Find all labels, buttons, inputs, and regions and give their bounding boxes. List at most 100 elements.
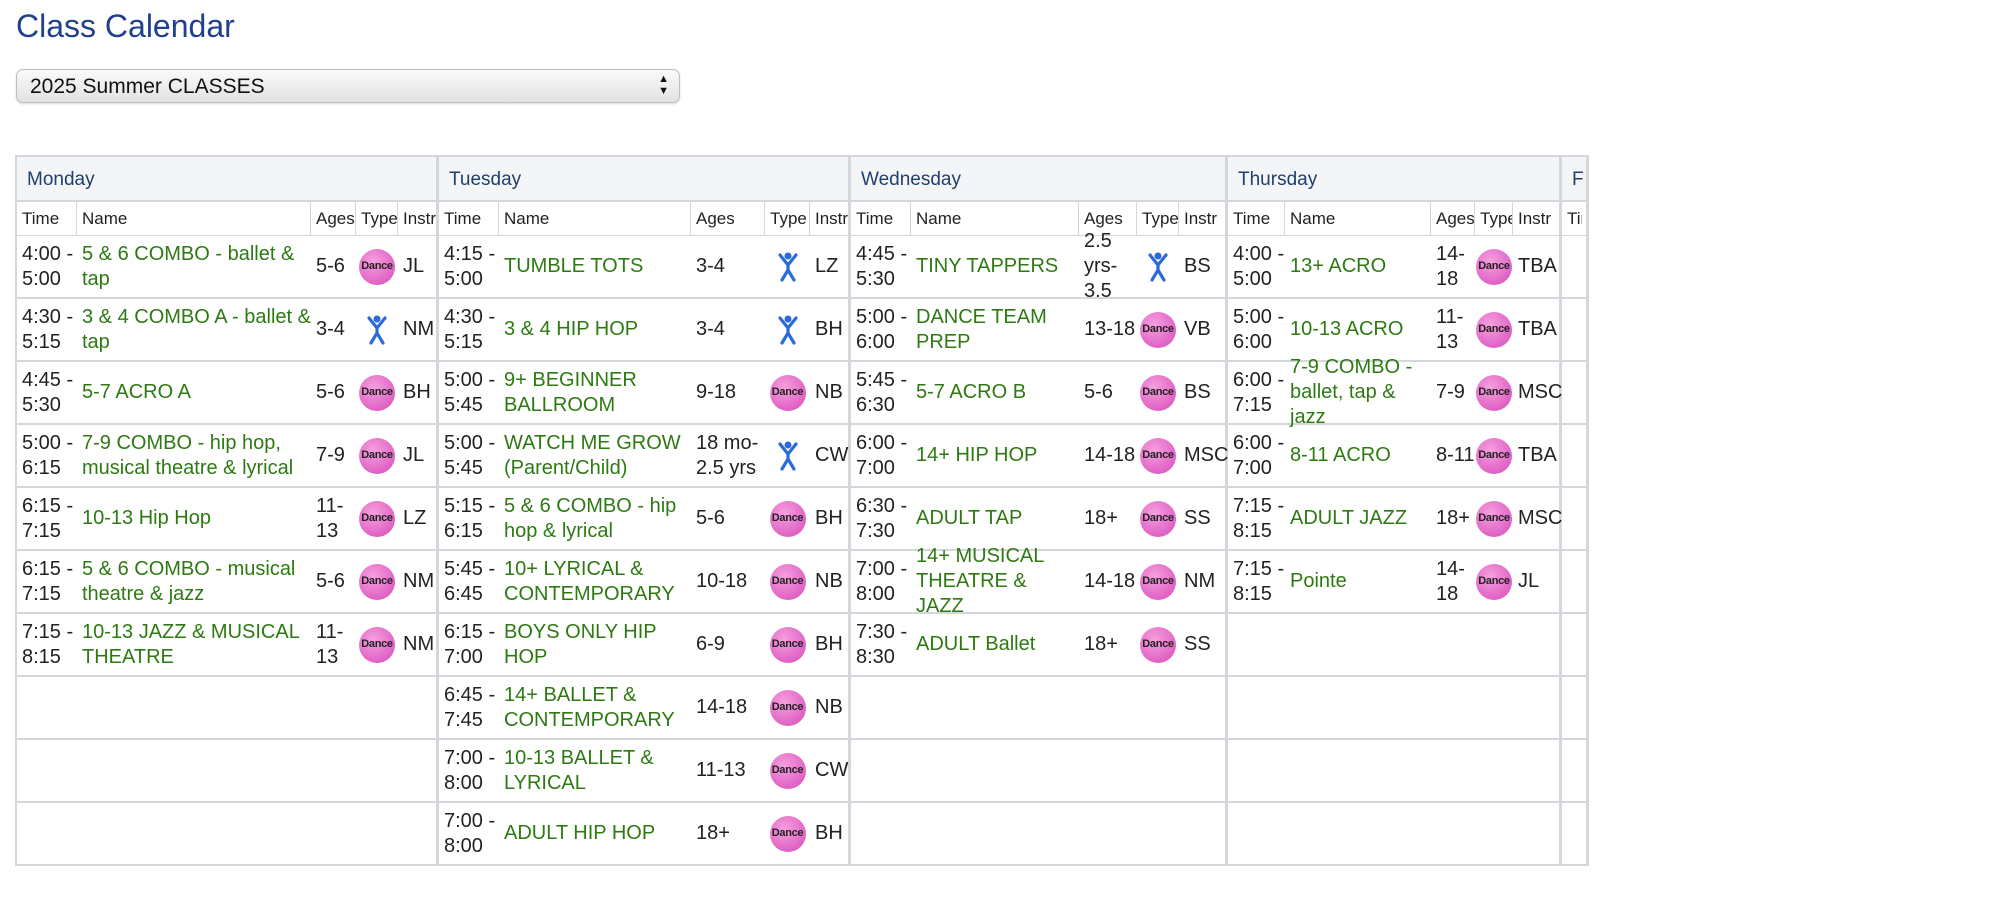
column-header-time: Time [439, 202, 499, 235]
dance-icon: Dance [1476, 248, 1512, 285]
class-row: 6:15 - 7:00 BOYS ONLY HIP HOP 6-9 Dance BH [439, 614, 848, 677]
dance-icon-label: Dance [361, 260, 393, 272]
class-instr: CW [815, 759, 849, 781]
cell-name[interactable]: 9+ BEGINNER BALLROOM [499, 362, 691, 423]
class-instr: SS [1184, 633, 1211, 655]
cell-time [1228, 740, 1285, 801]
cell-time: 5:00 - 6:15 [17, 425, 77, 486]
class-row: 5:00 - 6:00 DANCE TEAM PREP 13-18 Dance VB [851, 299, 1225, 362]
class-ages: 5-6 [316, 570, 345, 592]
class-time: 7:15 - 8:15 [1233, 557, 1285, 605]
class-time: 7:15 - 8:15 [22, 620, 74, 668]
cell-instr: NB [810, 677, 848, 738]
cell-name[interactable]: 10-13 ACRO [1285, 299, 1431, 360]
cell-instr [1513, 677, 1559, 738]
cell-instr: BH [810, 299, 848, 360]
class-row [17, 740, 436, 803]
cell-name[interactable]: ADULT HIP HOP [499, 803, 691, 864]
class-time: 7:00 - 8:00 [444, 809, 496, 857]
cell-name[interactable]: 10-13 BALLET & LYRICAL [499, 740, 691, 801]
class-ages: 2.5 yrs-3.5 [1084, 230, 1118, 302]
cell-ages: 11-13 [311, 488, 356, 549]
cell-type: Dance [1475, 299, 1513, 360]
class-instr: NB [815, 381, 843, 403]
cell-type: Dance [765, 740, 810, 801]
cell-type: Dance [1137, 299, 1179, 360]
cell-instr: NB [810, 362, 848, 423]
cell-name[interactable]: 3 & 4 HIP HOP [499, 299, 691, 360]
cell-name[interactable]: 5-7 ACRO B [911, 362, 1079, 423]
class-instr: MSC [1518, 381, 1563, 403]
term-select[interactable]: 2025 Summer CLASSES ▲ ▼ [16, 69, 680, 103]
cell-name[interactable]: 13+ ACRO [1285, 236, 1431, 297]
cell-name[interactable]: 3 & 4 COMBO A - ballet & tap [77, 299, 311, 360]
cell-instr: TBA [1513, 236, 1559, 297]
cell-name[interactable]: 5-7 ACRO A [77, 362, 311, 423]
cell-name[interactable]: 5 & 6 COMBO - musical theatre & jazz [77, 551, 311, 612]
cell-name[interactable]: 5 & 6 COMBO - hip hop & lyrical [499, 488, 691, 549]
class-instr: NB [815, 696, 843, 718]
cell-ages: 18+ [1079, 488, 1137, 549]
cell-ages: 18+ [1079, 614, 1137, 675]
dance-icon-label: Dance [1478, 449, 1510, 461]
cell-name[interactable]: TUMBLE TOTS [499, 236, 691, 297]
class-instr: NM [403, 633, 435, 655]
cell-name[interactable]: 8-11 ACRO [1285, 425, 1431, 486]
cell-type [356, 740, 398, 801]
cell-name [77, 803, 311, 864]
cell-name[interactable]: 5 & 6 COMBO - ballet & tap [77, 236, 311, 297]
dance-icon: Dance [1476, 500, 1512, 537]
cell-time: 6:45 - 7:45 [439, 677, 499, 738]
cell-instr: NB [810, 551, 848, 612]
class-ages: 14-18 [1084, 444, 1136, 466]
cell-time: 6:00 - 7:15 [1228, 362, 1285, 423]
cell-name[interactable]: 10-13 JAZZ & MUSICAL THEATRE [77, 614, 311, 675]
cell-name[interactable]: 14+ HIP HOP [911, 425, 1079, 486]
cell-name[interactable]: 7-9 COMBO - hip hop, musical theatre & l… [77, 425, 311, 486]
cell-name[interactable]: ADULT JAZZ [1285, 488, 1431, 549]
cell-name[interactable]: 7-9 COMBO - ballet, tap & jazz [1285, 356, 1431, 428]
cell-name[interactable]: ADULT TAP [911, 488, 1079, 549]
cell-name[interactable]: 14+ BALLET & CONTEMPORARY [499, 677, 691, 738]
dance-icon: Dance [359, 563, 395, 600]
cell-type: Dance [356, 551, 398, 612]
class-row [1562, 614, 1586, 677]
column-header-name: Name [77, 202, 311, 235]
cell-time: 4:30 - 5:15 [439, 299, 499, 360]
cell-name[interactable]: 14+ MUSICAL THEATRE & JAZZ [911, 545, 1079, 617]
cell-name[interactable]: 10+ LYRICAL & CONTEMPORARY [499, 551, 691, 612]
cell-instr [1179, 740, 1225, 801]
cell-instr [1179, 677, 1225, 738]
cell-name[interactable]: WATCH ME GROW (Parent/Child) [499, 425, 691, 486]
dance-icon-label: Dance [361, 575, 393, 587]
class-time: 5:00 - 6:00 [856, 305, 908, 353]
cell-time [1562, 362, 1582, 423]
class-row [1562, 299, 1586, 362]
cell-name[interactable]: DANCE TEAM PREP [911, 299, 1079, 360]
select-arrows-icon: ▲ ▼ [658, 73, 669, 97]
dance-icon-label: Dance [361, 512, 393, 524]
cell-instr [1513, 614, 1559, 675]
dance-icon-label: Dance [1478, 260, 1510, 272]
class-ages: 7-9 [316, 444, 345, 466]
class-name: 5 & 6 COMBO - hip hop & lyrical [504, 494, 677, 542]
cell-time: 7:15 - 8:15 [17, 614, 77, 675]
class-ages: 5-6 [316, 381, 345, 403]
cell-name[interactable]: ADULT Ballet [911, 614, 1079, 675]
cell-instr: NM [398, 614, 436, 675]
class-instr: SS [1184, 507, 1211, 529]
cell-name[interactable]: TINY TAPPERS [911, 236, 1079, 297]
cell-type: Dance [1137, 488, 1179, 549]
cell-ages: 5-6 [691, 488, 765, 549]
dance-icon-label: Dance [1478, 512, 1510, 524]
cell-name[interactable]: Pointe [1285, 551, 1431, 612]
cell-time: 4:00 - 5:00 [17, 236, 77, 297]
column-header-type: Type [356, 202, 398, 235]
class-row: 6:15 - 7:15 10-13 Hip Hop 11-13 Dance LZ [17, 488, 436, 551]
dance-icon-label: Dance [1478, 575, 1510, 587]
cell-instr: BH [810, 803, 848, 864]
cell-name[interactable]: 10-13 Hip Hop [77, 488, 311, 549]
cell-name[interactable]: BOYS ONLY HIP HOP [499, 614, 691, 675]
cell-time [1562, 740, 1582, 801]
cell-name [77, 740, 311, 801]
